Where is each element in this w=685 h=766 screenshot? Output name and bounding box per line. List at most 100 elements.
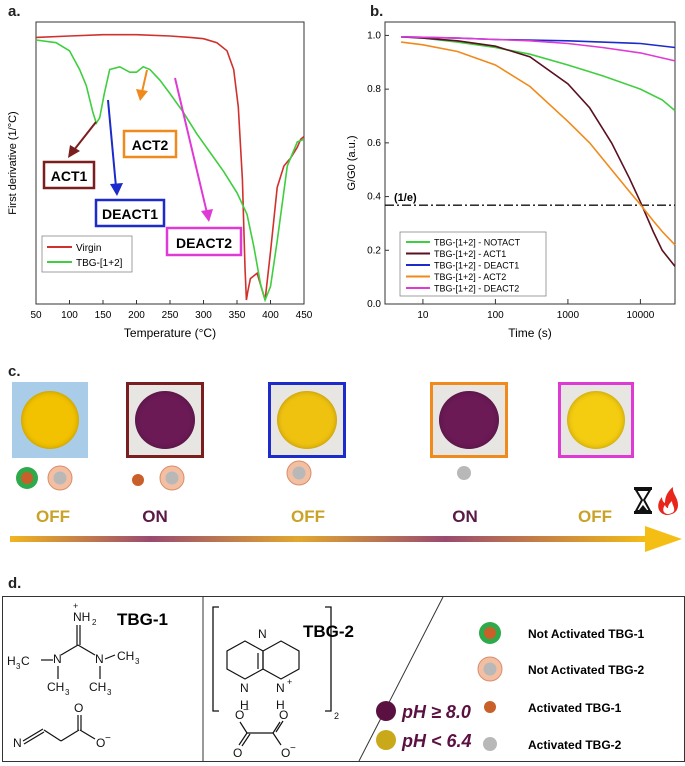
species-indicators [16,460,471,491]
x-axis-label: Temperature (°C) [124,326,216,340]
tbg2-anion-structure: O − O O O − [233,705,296,760]
svg-text:H: H [276,698,285,712]
svg-text:O: O [279,708,288,722]
timeline-arrow [10,526,682,552]
x-tick-label: 100 [61,310,78,321]
legend-not-activated-tbg1: Not Activated TBG-1 [528,627,645,641]
ph-low-marker [376,730,396,750]
panel-d: + NH 2 N N H 3 C CH 3 CH 3 CH 3 TBG-1 N [2,596,685,762]
svg-text:N: N [276,681,285,695]
svg-text:+: + [287,677,292,687]
svg-text:N: N [240,681,249,695]
y-tick-label: 1.0 [367,30,381,41]
series-line-tbg-1-2- [35,39,305,303]
svg-text:3: 3 [135,657,140,666]
chart-b: 10 100 1000 10000 0.0 0.2 0.4 0.6 0.8 1.0 Time (s… [346,21,676,340]
legend-entry: TBG-[1+2] - DEACT2 [434,284,519,294]
svg-text:O: O [233,746,242,760]
x-tick-label: 10 [417,310,429,321]
svg-text:N: N [53,652,62,666]
annotation-deact1: DEACT1 [102,206,158,222]
sample-film [439,391,499,449]
svg-text:NH: NH [73,610,90,624]
y-tick-label: 0.6 [367,138,381,149]
y-axis-label: G/G0 (a.u.) [346,135,358,190]
state-off: OFF [578,507,612,526]
legend-entry: TBG-[1+2] - ACT2 [434,272,506,282]
sample-film [135,391,195,449]
svg-text:O: O [235,708,244,722]
y-tick-label: 0.0 [367,299,381,310]
ph-high-label: pH ≥ 8.0 [401,702,471,722]
legend-entry: TBG-[1+2] - NOTACT [434,238,521,248]
divider [358,597,444,761]
x-tick-label: 450 [296,310,313,321]
svg-text:2: 2 [334,711,339,721]
x-tick-label: 400 [262,310,279,321]
sample-film [567,391,625,449]
annotation-box-deact2 [165,226,243,257]
not-activated-tbg1-marker [16,467,38,489]
legend-box [41,235,133,273]
annotation-deact2: DEACT2 [176,235,232,251]
sample-deact2 [558,382,634,458]
sample-virgin [12,382,88,458]
svg-text:−: − [290,743,296,754]
hourglass-icon [634,487,652,514]
svg-text:H: H [240,698,249,712]
tbg1-label: TBG-1 [117,610,168,629]
sample-act2 [430,382,508,458]
x-tick-label: 10000 [627,310,655,321]
legend-not-activated-tbg2-icon [477,656,503,682]
tbg2-cation-structure: 2 N N H N + H [212,606,339,721]
annotation-box-act2 [122,129,178,159]
tbg1-cation-structure: + NH 2 N N H 3 C CH 3 CH 3 CH 3 [7,601,140,697]
x-tick-label: 250 [162,310,179,321]
x-axis-label: Time (s) [508,326,552,340]
reference-label: (1/e) [394,192,417,204]
state-on: ON [452,507,478,526]
ph-low-label: pH < 6.4 [401,731,472,751]
svg-text:N: N [258,627,267,641]
annotation-act1: ACT1 [51,168,88,184]
panel-label-d: d. [8,575,22,592]
x-tick-label: 350 [229,310,246,321]
legend-entry: TBG-[1+2] - DEACT1 [434,261,519,271]
y-tick-label: 0.4 [367,192,381,203]
y-tick-label: 0.2 [367,245,381,256]
svg-text:3: 3 [107,688,112,697]
panel-label-b: b. [370,3,384,20]
svg-text:CH: CH [89,680,106,694]
chart-a: 50 100 150 200 250 300 350 400 450 Temperature (… [7,21,313,340]
annotation-box-act1 [42,160,96,190]
panel-c: OFF ON OFF ON OFF [0,380,685,570]
legend-activated-tbg1: Activated TBG-1 [528,701,622,715]
ph-high-marker [376,701,396,721]
x-tick-label: 300 [195,310,212,321]
svg-text:3: 3 [65,688,70,697]
y-tick-label: 0.8 [367,84,381,95]
sample-act1 [126,382,204,458]
series-line-tbg-1-2-deact2 [401,36,676,62]
svg-text:N: N [95,652,104,666]
not-activated-tbg2-marker [286,460,312,486]
x-tick-label: 1000 [557,310,580,321]
plot-frame [384,21,676,305]
arrow-act1 [68,121,97,158]
panel-label-a: a. [8,3,21,20]
legend-activated-tbg2-icon [483,737,497,751]
activated-tbg2-marker [457,466,471,480]
legend-entry: TBG-[1+2] - ACT1 [434,249,506,259]
legend-activated-tbg1-icon [484,701,496,713]
sample-film [21,391,79,449]
x-tick-label: 100 [487,310,504,321]
svg-text:O: O [281,746,290,760]
not-activated-tbg2-marker [47,465,73,491]
icons-group [634,487,678,515]
state-off: OFF [36,507,70,526]
arrow-deact1 [107,99,123,196]
svg-text:CH: CH [117,649,134,663]
series-line-tbg-1-2-act1 [401,36,676,267]
legend-not-activated-tbg2: Not Activated TBG-2 [528,663,645,677]
svg-text:N: N [13,736,22,750]
